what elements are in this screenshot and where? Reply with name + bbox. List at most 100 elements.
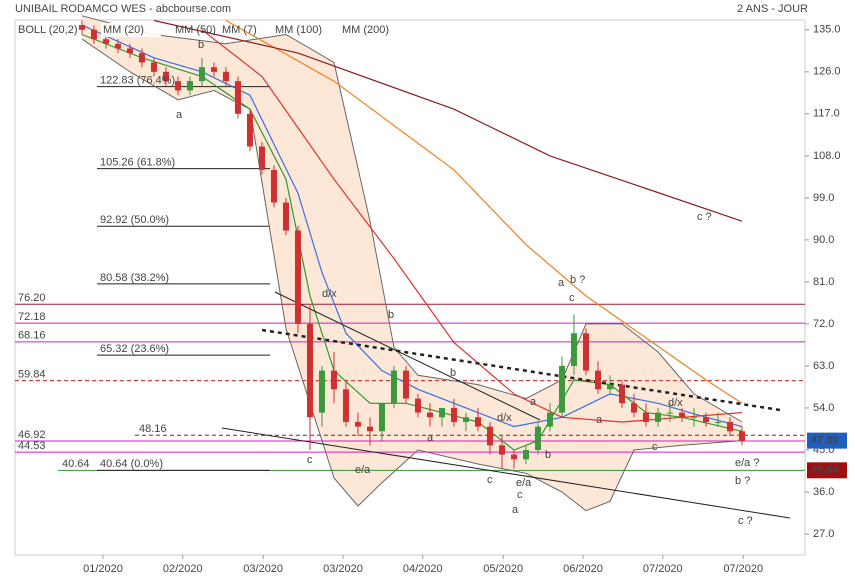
candle-body xyxy=(366,426,373,432)
legend-entry: BOLL (20,2) xyxy=(18,24,78,36)
x-tick-label: 03/2020 xyxy=(243,563,283,575)
y-tick-label: 126.0 xyxy=(813,66,841,78)
x-tick-label: 02/2020 xyxy=(163,563,203,575)
fib-label: 80.58 (38.2%) xyxy=(100,272,169,284)
wave-annotation: a xyxy=(596,414,603,426)
trend-line xyxy=(221,427,791,519)
candle-body xyxy=(630,403,637,413)
wave-annotation: b ? xyxy=(570,274,585,286)
candle-body xyxy=(78,25,85,30)
candle-body xyxy=(702,417,709,422)
level-label: 72.18 xyxy=(18,311,46,323)
level-label: 76.20 xyxy=(18,292,46,304)
candle-body xyxy=(618,384,625,404)
candle-body xyxy=(198,67,205,82)
candle-body xyxy=(246,113,253,147)
candle-body xyxy=(594,370,601,390)
candle-body xyxy=(534,426,541,450)
candle-body xyxy=(150,62,157,72)
candle-body xyxy=(654,412,661,422)
wave-annotation: a xyxy=(530,396,537,408)
wave-annotation: e/a xyxy=(355,464,371,476)
candle-body xyxy=(726,421,733,432)
level-label: 40.64 xyxy=(62,458,90,470)
wave-annotation: b xyxy=(388,309,394,321)
candle-body xyxy=(486,426,493,446)
candle-body xyxy=(474,417,481,427)
candle-body xyxy=(714,421,721,423)
fib-label: 92.92 (50.0%) xyxy=(100,214,169,226)
candle-body xyxy=(258,146,265,170)
candle-body xyxy=(678,412,685,418)
chart-subtitle: 2 ANS - JOUR xyxy=(737,3,808,15)
candle-body xyxy=(126,48,133,54)
candle-body xyxy=(498,445,505,455)
legend-entry: MM (7) xyxy=(222,24,257,36)
legend-entry: MM (200) xyxy=(342,24,389,36)
wave-annotation: e/a ? xyxy=(735,457,759,469)
wave-annotation: e/a xyxy=(516,477,532,489)
candle-body xyxy=(606,384,613,390)
legend-entry: MM (50) xyxy=(175,24,216,36)
y-tick-label: 117.0 xyxy=(813,108,840,120)
y-tick-label: 63.0 xyxy=(813,360,834,372)
candle-body xyxy=(402,370,409,399)
wave-annotation: a xyxy=(512,504,519,516)
y-tick-label: 81.0 xyxy=(813,276,834,288)
candle-body xyxy=(90,29,97,40)
candle-body xyxy=(510,454,517,460)
y-tick-label: 135.0 xyxy=(813,24,841,36)
wave-annotation: c xyxy=(307,454,313,466)
wave-annotation: c ? xyxy=(738,515,753,527)
y-tick-label: 72.0 xyxy=(813,318,834,330)
wave-annotation: c xyxy=(487,474,493,486)
fib-label: 65.32 (23.6%) xyxy=(100,343,169,355)
candle-body xyxy=(390,370,397,404)
candle-body xyxy=(570,333,577,366)
x-tick-label: 01/2020 xyxy=(83,563,123,575)
wave-annotation: c xyxy=(517,489,523,501)
candle-body xyxy=(270,169,277,203)
wave-annotation: c xyxy=(652,441,658,453)
wave-annotation: b xyxy=(545,449,551,461)
candle-body xyxy=(690,417,697,419)
y-tick-label: 90.0 xyxy=(813,234,834,246)
wave-annotation: a xyxy=(176,109,183,121)
candle-body xyxy=(306,323,313,418)
wave-annotation: c xyxy=(569,292,575,304)
level-label: 48.16 xyxy=(139,423,167,435)
level-label: 44.53 xyxy=(18,440,46,452)
x-tick-label: 05/2020 xyxy=(483,563,523,575)
wave-annotation: b ? xyxy=(735,475,750,487)
wave-annotation: d/x xyxy=(497,412,512,424)
wave-annotation: c ? xyxy=(697,211,712,223)
y-tick-label: 54.0 xyxy=(813,402,834,414)
ma-line xyxy=(201,29,743,423)
candle-body xyxy=(174,81,181,91)
plot-frame xyxy=(14,19,806,556)
candle-body xyxy=(102,39,109,44)
candle-body xyxy=(438,407,445,418)
ma-line xyxy=(225,19,743,404)
candle-body xyxy=(354,421,361,427)
wave-annotation: a xyxy=(427,432,434,444)
candle-body xyxy=(162,71,169,82)
x-tick-label: 03/2020 xyxy=(323,563,363,575)
candle-body xyxy=(642,412,649,422)
candle-body xyxy=(426,412,433,418)
x-tick-label: 06/2020 xyxy=(563,563,603,575)
candle-body xyxy=(318,370,325,413)
candle-body xyxy=(414,398,421,413)
ma-line xyxy=(81,33,743,451)
legend-entry: MM (20) xyxy=(103,24,144,36)
price-badge-label: 40.64 xyxy=(811,464,839,476)
y-tick-label: 27.0 xyxy=(813,528,834,540)
price-badge-label: 47.00 xyxy=(811,435,839,447)
x-tick-label: 07/2020 xyxy=(643,563,683,575)
candle-body xyxy=(294,230,301,324)
wave-annotation: d/x xyxy=(322,288,337,300)
wave-annotation: b xyxy=(450,367,456,379)
candle-body xyxy=(210,67,217,72)
